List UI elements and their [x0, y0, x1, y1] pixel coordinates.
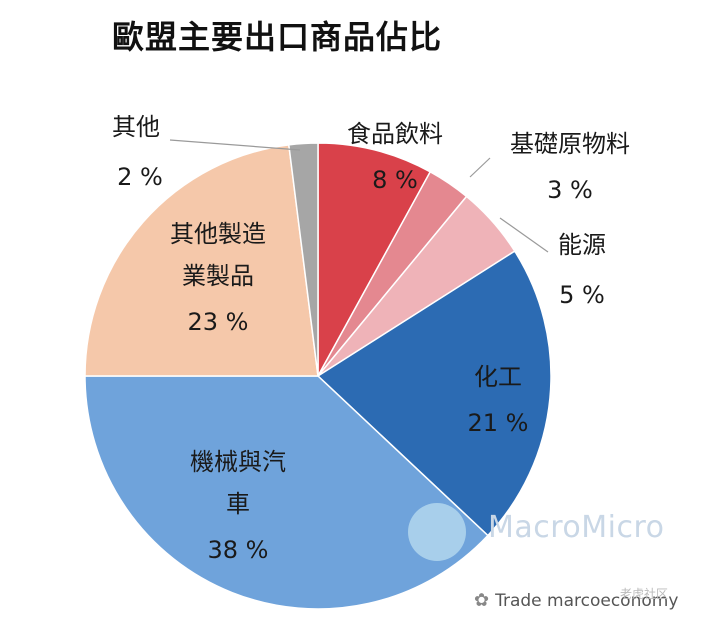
- slice-label-1: 基礎原物料: [510, 130, 630, 158]
- slice-label-5: 其他製造業製品: [170, 220, 266, 290]
- pie-slice-3: [316, 250, 552, 537]
- leader-line-1: [469, 157, 491, 178]
- watermark-brand: MacroMicro: [488, 510, 665, 545]
- footer-source-text: Trade marcoeconomy: [495, 590, 679, 611]
- footer-stamp: 老虎社区: [620, 587, 669, 601]
- slice-value-2: 5 %: [559, 281, 605, 309]
- leader-line-6: [169, 139, 301, 151]
- slice-label-3: 化工: [474, 363, 522, 391]
- slice-value-4: 38 %: [208, 536, 269, 564]
- slice-label-4: 機械與汽車: [190, 448, 286, 518]
- macromicro-logo-icon: [408, 503, 466, 561]
- slice-value-3: 21 %: [468, 409, 529, 437]
- wechat-icon: ✿: [474, 590, 490, 611]
- pie-slice-6: [287, 142, 319, 377]
- slice-value-1: 3 %: [547, 176, 593, 204]
- slice-value-6: 2 %: [117, 163, 163, 191]
- pie-slice-4: [84, 375, 489, 610]
- footer-source: ✿ Trade marcoeconomy: [474, 590, 678, 611]
- slice-value-5: 23 %: [188, 308, 249, 336]
- pie-slice-5: [84, 143, 319, 377]
- slice-value-0: 8 %: [372, 166, 418, 194]
- slice-label-6: 其他: [112, 113, 160, 141]
- pie-slice-0: [317, 142, 432, 377]
- slice-label-2: 能源: [558, 231, 606, 259]
- leader-line-2: [499, 217, 549, 253]
- slice-label-0: 食品飲料: [347, 120, 443, 148]
- chart-title: 歐盟主要出口商品佔比: [112, 18, 443, 56]
